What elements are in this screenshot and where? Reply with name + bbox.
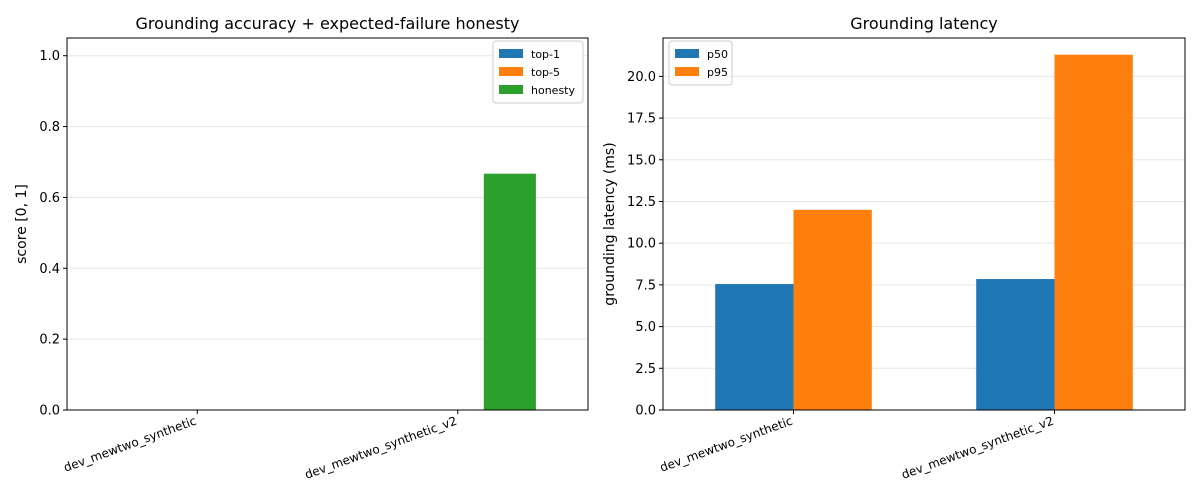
- legend: top-1 top-5 honesty: [492, 40, 584, 104]
- y-tick-label: 15.0: [627, 153, 656, 168]
- y-tick-label: 7.5: [635, 278, 656, 293]
- legend-label-top-1: top-1: [531, 48, 560, 61]
- legend-swatch-top-5: [499, 67, 523, 76]
- legend-label-p50: p50: [707, 48, 728, 61]
- legend-label-honesty: honesty: [531, 84, 575, 97]
- x-tick-label: dev_mewtwo_synthetic: [658, 414, 794, 475]
- chart-1: 0.0 0.2 0.4 0.6 0.8 1.0 dev_mewtwo_synthetic de…: [14, 14, 589, 482]
- y-tick-label: 10.0: [627, 237, 656, 252]
- y-tick-label: 0.2: [39, 333, 60, 348]
- y-tick-label: 0.0: [39, 404, 60, 419]
- x-tick-label: dev_mewtwo_synthetic: [62, 414, 198, 475]
- y-axis-label: grounding latency (ms): [602, 142, 618, 305]
- legend-label-top-5: top-5: [531, 66, 560, 79]
- y-tick-label: 1.0: [39, 49, 60, 64]
- y-tick-label: 0.4: [39, 262, 60, 277]
- chart-title: Grounding latency: [850, 14, 997, 33]
- bar-honesty-2: [483, 173, 536, 410]
- y-tick-label: 0.0: [635, 404, 656, 419]
- x-tick-label: dev_mewtwo_synthetic_v2: [303, 414, 459, 482]
- axes-frame: [66, 37, 589, 411]
- bar-p95-2: [1054, 54, 1133, 411]
- bar-p50-1: [715, 284, 794, 410]
- legend-swatch-honesty: [499, 85, 523, 94]
- y-tick-label: 12.5: [627, 195, 656, 210]
- y-axis-label: score [0, 1]: [14, 184, 30, 264]
- bar-p95-1: [793, 209, 872, 410]
- y-tick-label: 20.0: [627, 70, 656, 85]
- legend-swatch-p50: [675, 49, 699, 58]
- chart-2: 0.0 2.5 5.0 7.5 10.0 12.5 15.0 17.5 20.0 dev_mewt…: [602, 14, 1186, 482]
- axes-frame: [662, 37, 1186, 411]
- bar-p50-2: [976, 279, 1055, 410]
- legend-swatch-p95: [675, 67, 699, 76]
- y-tick-label: 0.8: [39, 120, 60, 135]
- y-tick-label: 2.5: [635, 362, 656, 377]
- chart-title: Grounding accuracy + expected-failure ho…: [136, 14, 520, 33]
- x-tick-label: dev_mewtwo_synthetic_v2: [900, 414, 1056, 482]
- y-tick-label: 5.0: [635, 320, 656, 335]
- legend-label-p95: p95: [707, 66, 728, 79]
- y-tick-label: 0.6: [39, 191, 60, 206]
- legend-swatch-top-1: [499, 49, 523, 58]
- y-tick-label: 17.5: [627, 112, 656, 127]
